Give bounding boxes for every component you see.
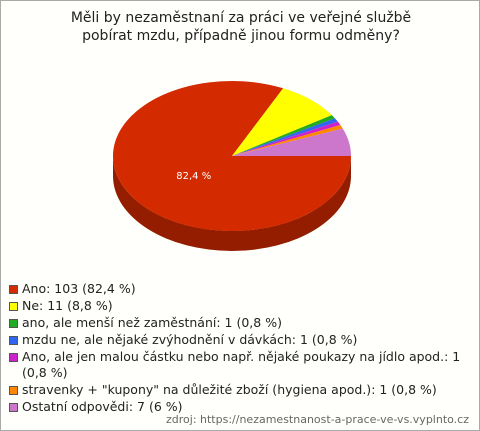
slice	[113, 81, 351, 232]
legend-label: Ano, ale jen malou částku nebo např. něj…	[22, 349, 461, 380]
legend-label: Ano: 103 (82,4 %)	[22, 281, 136, 296]
legend-swatch	[9, 302, 18, 311]
legend-item: mzdu ne, ale nějaké zvýhodnění v dávkách…	[9, 332, 471, 348]
legend-swatch	[9, 336, 18, 345]
slice	[232, 88, 332, 156]
legend-label: ano, ale menší než zaměstnání: 1 (0,8 %)	[22, 315, 282, 330]
legend-swatch	[9, 319, 18, 328]
legend-item: Ano: 103 (82,4 %)	[9, 281, 471, 297]
slice-side	[113, 156, 351, 251]
slice	[232, 128, 351, 156]
legend-label: stravenky + "kupony" na důležité zboží (…	[22, 382, 437, 397]
legend-swatch	[9, 353, 18, 362]
legend-item: Ano, ale jen malou částku nebo např. něj…	[9, 349, 471, 381]
legend-item: stravenky + "kupony" na důležité zboží (…	[9, 382, 471, 398]
source: zdroj: https://nezamestnanost-a-prace-ve…	[166, 413, 469, 426]
slice-label: 82,4 %	[176, 171, 211, 182]
slice	[232, 121, 341, 156]
slice	[232, 118, 338, 156]
slice	[232, 115, 335, 156]
legend-item: ano, ale menší než zaměstnání: 1 (0,8 %)	[9, 315, 471, 331]
slice	[232, 125, 343, 156]
chart: 82,4 %	[113, 81, 351, 251]
chart-title: Měli by nezaměstnaní za práci ve veřejné…	[70, 10, 412, 44]
legend-swatch	[9, 386, 18, 395]
legend-item: Ostatní odpovědi: 7 (6 %)	[9, 399, 471, 415]
legend-label: mzdu ne, ale nějaké zvýhodnění v dávkách…	[22, 332, 358, 347]
legend: Ano: 103 (82,4 %) Ne: 11 (8,8 %) ano, ale …	[9, 281, 471, 416]
legend-item: Ne: 11 (8,8 %)	[9, 298, 471, 314]
legend-label: Ne: 11 (8,8 %)	[22, 298, 113, 313]
legend-label: Ostatní odpovědi: 7 (6 %)	[22, 399, 183, 414]
legend-swatch	[9, 403, 18, 412]
legend-swatch	[9, 285, 18, 294]
